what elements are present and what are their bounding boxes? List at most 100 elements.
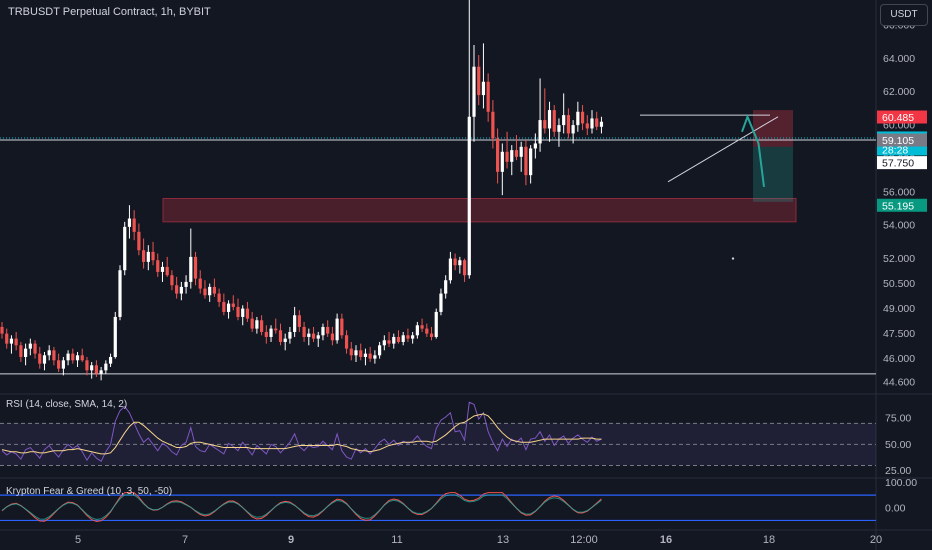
candle xyxy=(175,276,179,299)
candle xyxy=(354,345,358,362)
candle-body xyxy=(547,110,552,129)
time-tick-label: 20 xyxy=(870,534,882,546)
price-tick-label: 49.000 xyxy=(883,303,915,315)
candle-body xyxy=(278,330,283,342)
candle xyxy=(387,331,391,347)
candle xyxy=(491,100,495,149)
candle-body xyxy=(378,345,382,356)
candle-body xyxy=(146,251,150,262)
time-axis[interactable]: 5 7 9 11 13 12:00 16 18 20 xyxy=(75,534,882,546)
candle-body xyxy=(401,335,405,342)
candle-body xyxy=(42,355,47,364)
rsi-pane xyxy=(0,401,876,466)
price-badge-countdown: 28:28 xyxy=(882,144,908,156)
candle-body xyxy=(108,356,113,364)
zones xyxy=(162,110,797,223)
candle xyxy=(75,351,80,367)
candle xyxy=(80,348,84,362)
price-tick-label: 50.500 xyxy=(883,278,915,290)
candle-body xyxy=(458,260,462,266)
candle-body xyxy=(203,288,207,296)
candle-body xyxy=(127,218,132,227)
candle xyxy=(330,326,334,346)
candle xyxy=(231,295,235,311)
risk-box xyxy=(753,110,793,147)
candle-body xyxy=(326,326,330,334)
candle xyxy=(203,280,207,299)
candle-body xyxy=(66,353,70,361)
candle-body xyxy=(94,365,98,374)
candle-body xyxy=(505,151,509,162)
candle xyxy=(245,301,250,322)
candle xyxy=(160,261,165,282)
candle-body xyxy=(359,350,363,357)
time-tick-label: 16 xyxy=(660,534,672,546)
candle xyxy=(269,325,273,342)
candle-body xyxy=(462,260,467,276)
candle-body xyxy=(250,318,254,329)
candle xyxy=(283,333,287,351)
time-tick-label: 9 xyxy=(288,534,294,546)
candle xyxy=(505,131,509,169)
candle xyxy=(42,351,47,371)
candle xyxy=(486,73,490,122)
candle xyxy=(85,356,89,376)
candle xyxy=(571,120,575,144)
rsi-tick-label: 50.00 xyxy=(885,439,911,451)
candle-body xyxy=(576,111,580,126)
candle xyxy=(137,223,141,256)
candle-body xyxy=(137,231,141,251)
levels xyxy=(0,137,876,375)
price-badge-bg xyxy=(877,156,927,170)
fng-tick-label: 100.00 xyxy=(885,477,917,489)
candle xyxy=(274,318,278,334)
candle xyxy=(311,326,316,342)
candle xyxy=(420,318,424,332)
candle xyxy=(467,0,471,279)
candle-body xyxy=(411,335,415,339)
candle xyxy=(496,128,500,184)
candle xyxy=(510,145,514,176)
candle xyxy=(562,93,566,134)
price-tick-label: 47.500 xyxy=(883,328,915,340)
candle-body xyxy=(179,286,183,294)
candle xyxy=(326,320,330,337)
candle xyxy=(24,343,28,366)
candle xyxy=(226,300,231,319)
candle-body xyxy=(566,115,570,134)
candle-body xyxy=(311,333,316,339)
marker-dot xyxy=(731,257,735,260)
candle-body xyxy=(288,331,292,339)
candle-body xyxy=(9,338,14,344)
candle xyxy=(524,140,528,186)
candle xyxy=(519,141,523,172)
candle xyxy=(429,326,434,341)
candle-body xyxy=(562,115,566,126)
candle xyxy=(590,110,594,134)
candle-body xyxy=(392,336,396,344)
candle xyxy=(5,328,9,349)
candle xyxy=(28,338,32,356)
price-axis[interactable]: 66.00064.00062.00060.00058.00056.00054.0… xyxy=(877,20,927,515)
time-tick-label: 5 xyxy=(75,534,81,546)
rsi-ma-line xyxy=(1,413,602,455)
candle xyxy=(307,328,311,346)
candle-body xyxy=(297,315,301,327)
time-tick-label: 18 xyxy=(763,534,775,546)
fear-greed-indicator-label[interactable]: Krypton Fear & Greed (10, 3, 50, -50) xyxy=(6,486,173,497)
rsi-indicator-label[interactable]: RSI (14, close, SMA, 14, 2) xyxy=(6,399,128,410)
candle xyxy=(439,288,443,316)
candle-body xyxy=(28,343,32,349)
candle xyxy=(425,323,429,337)
candle-body xyxy=(104,363,108,371)
candle xyxy=(71,348,75,364)
candle xyxy=(297,310,301,332)
candle-body xyxy=(363,353,368,357)
currency-button[interactable]: USDT xyxy=(880,4,928,26)
candle xyxy=(566,108,570,139)
candle xyxy=(90,361,94,379)
drawings[interactable] xyxy=(640,114,779,260)
candle-body xyxy=(226,303,231,312)
candle-body xyxy=(316,335,320,339)
